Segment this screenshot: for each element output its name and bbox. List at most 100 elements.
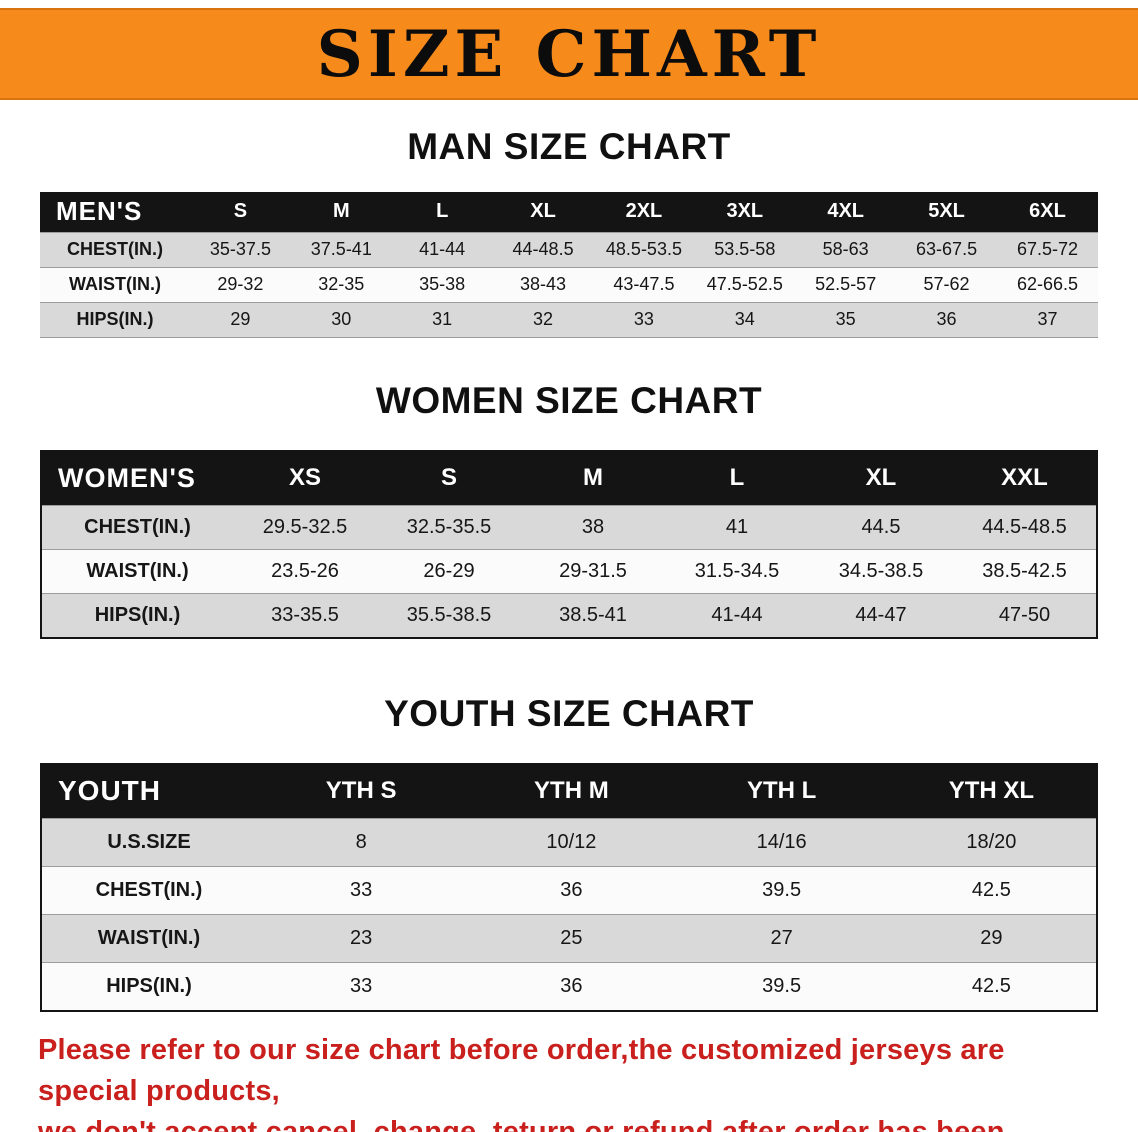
size-column-header: 3XL (694, 192, 796, 232)
size-value: 38 (521, 505, 665, 550)
table-row: WAIST(IN.) 29-32 32-35 35-38 38-43 43-47.5 47.… (40, 266, 1098, 302)
size-value: 26-29 (377, 549, 521, 594)
size-value: 33 (256, 866, 467, 915)
size-value: 37 (997, 301, 1098, 338)
row-label: WAIST(IN.) (41, 549, 233, 594)
size-value: 44-47 (809, 593, 953, 638)
size-value: 31.5-34.5 (665, 549, 809, 594)
size-value: 63-67.5 (896, 231, 997, 267)
table-header-row: WOMEN'S XS S M L XL XXL (41, 450, 1097, 506)
row-label: CHEST(IN.) (41, 505, 233, 550)
table-row: CHEST(IN.) 33 36 39.5 42.5 (41, 866, 1097, 915)
size-value: 36 (466, 962, 677, 1011)
youth-section-title: YOUTH SIZE CHART (384, 692, 754, 734)
size-value: 41 (665, 505, 809, 550)
size-value: 38.5-42.5 (953, 549, 1097, 594)
size-value: 58-63 (795, 231, 897, 267)
size-column-header: XS (233, 450, 377, 506)
size-value: 32.5-35.5 (377, 505, 521, 550)
size-column-header: YTH M (466, 763, 677, 819)
size-column-header: XL (809, 450, 953, 506)
disclaimer: Please refer to our size chart before or… (38, 1030, 1100, 1132)
size-value: 25 (466, 914, 677, 963)
youth-size-table: YOUTH YTH S YTH M YTH L YTH XL U.S.SIZE 8 10/12… (40, 762, 1098, 1012)
size-value: 23 (256, 914, 467, 963)
size-value: 39.5 (676, 866, 887, 915)
size-column-header: S (377, 450, 521, 506)
size-value: 34 (694, 301, 796, 338)
size-value: 44-48.5 (492, 231, 594, 267)
row-label: CHEST(IN.) (41, 866, 256, 915)
size-value: 35 (795, 301, 897, 338)
table-header-row: YOUTH YTH S YTH M YTH L YTH XL (41, 763, 1097, 819)
size-column-header: XL (492, 192, 594, 232)
table-title-cell: MEN'S (40, 192, 190, 232)
size-value: 43-47.5 (593, 266, 695, 302)
table-row: WAIST(IN.) 23.5-26 26-29 29-31.5 31.5-34.5 34… (41, 549, 1097, 594)
row-label: HIPS(IN.) (41, 962, 256, 1011)
size-value: 36 (896, 301, 997, 338)
size-value: 62-66.5 (997, 266, 1098, 302)
size-column-header: YTH L (676, 763, 887, 819)
size-value: 29.5-32.5 (233, 505, 377, 550)
mens-section-title: MAN SIZE CHART (407, 126, 731, 167)
size-column-header: S (190, 192, 291, 232)
size-value: 38-43 (492, 266, 594, 302)
table-title-cell: WOMEN'S (41, 450, 233, 506)
size-value: 33 (256, 962, 467, 1011)
size-value: 10/12 (466, 818, 677, 867)
size-value: 33 (593, 301, 695, 338)
table-row: WAIST(IN.) 23 25 27 29 (41, 914, 1097, 963)
size-column-header: 6XL (997, 192, 1098, 232)
table-row: HIPS(IN.) 33 36 39.5 42.5 (41, 962, 1097, 1011)
size-value: 35-38 (391, 266, 493, 302)
size-value: 47-50 (953, 593, 1097, 638)
size-value: 37.5-41 (290, 231, 392, 267)
row-label: U.S.SIZE (41, 818, 256, 867)
size-value: 8 (256, 818, 467, 867)
size-value: 33-35.5 (233, 593, 377, 638)
size-value: 47.5-52.5 (694, 266, 796, 302)
size-value: 27 (676, 914, 887, 963)
size-value: 35.5-38.5 (377, 593, 521, 638)
row-label: WAIST(IN.) (40, 266, 190, 302)
size-value: 14/16 (676, 818, 887, 867)
mens-size-table: MEN'S S M L XL 2XL 3XL 4XL 5XL 6XL CHEST(IN.) 35-37… (40, 192, 1098, 338)
table-row: HIPS(IN.) 29 30 31 32 33 34 35 36 37 (40, 301, 1098, 338)
size-value: 57-62 (896, 266, 997, 302)
size-value: 29-31.5 (521, 549, 665, 594)
disclaimer-line-2: we don't accept cancel, change, teturn o… (38, 1115, 1005, 1132)
size-value: 36 (466, 866, 677, 915)
row-label: HIPS(IN.) (41, 593, 233, 638)
size-column-header: YTH XL (886, 763, 1097, 819)
size-value: 18/20 (886, 818, 1097, 867)
size-value: 44.5-48.5 (953, 505, 1097, 550)
size-value: 41-44 (391, 231, 493, 267)
size-value: 31 (391, 301, 493, 338)
size-value: 42.5 (886, 962, 1097, 1011)
size-column-header: L (665, 450, 809, 506)
size-value: 35-37.5 (190, 231, 291, 267)
womens-size-table: WOMEN'S XS S M L XL XXL CHEST(IN.) 29.5-32.5 32.5… (40, 449, 1098, 639)
size-chart-banner: SIZE CHART (0, 8, 1138, 100)
banner-title: SIZE CHART (316, 16, 822, 92)
size-value: 52.5-57 (795, 266, 897, 302)
size-column-header: M (521, 450, 665, 506)
size-column-header: YTH S (256, 763, 467, 819)
size-value: 67.5-72 (997, 231, 1098, 267)
size-value: 34.5-38.5 (809, 549, 953, 594)
size-column-header: 2XL (593, 192, 695, 232)
size-value: 29 (190, 301, 291, 338)
size-value: 29 (886, 914, 1097, 963)
table-row: CHEST(IN.) 29.5-32.5 32.5-35.5 38 41 44.5 44.5… (41, 505, 1097, 550)
size-value: 48.5-53.5 (593, 231, 695, 267)
size-value: 39.5 (676, 962, 887, 1011)
womens-section-title: WOMEN SIZE CHART (375, 379, 763, 421)
size-value: 30 (290, 301, 392, 338)
size-column-header: 4XL (795, 192, 897, 232)
row-label: HIPS(IN.) (40, 301, 190, 338)
size-column-header: L (391, 192, 493, 232)
size-value: 38.5-41 (521, 593, 665, 638)
size-value: 53.5-58 (694, 231, 796, 267)
row-label: WAIST(IN.) (41, 914, 256, 963)
